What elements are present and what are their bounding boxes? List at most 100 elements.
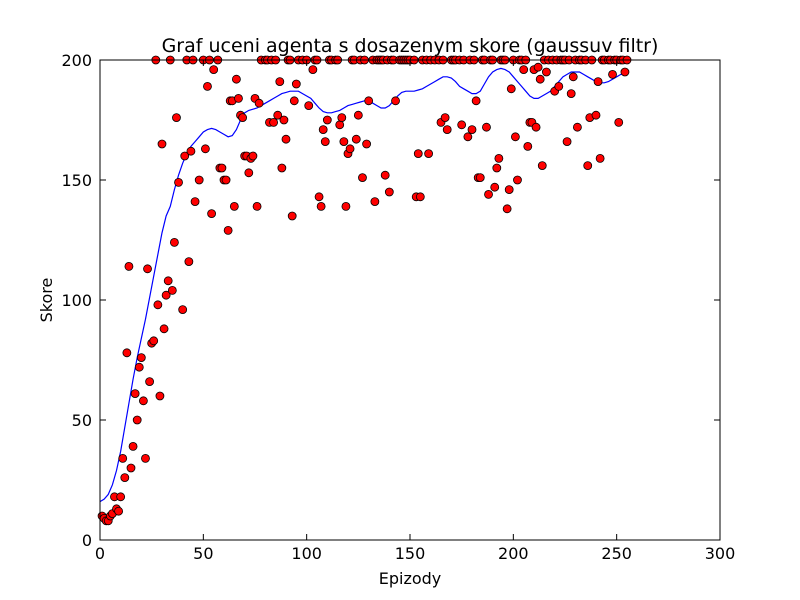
data-point bbox=[391, 96, 400, 106]
data-point bbox=[380, 170, 390, 180]
x-tick-label: 100 bbox=[291, 544, 322, 563]
y-axis-label: Skore bbox=[37, 278, 56, 323]
data-point bbox=[149, 336, 159, 346]
data-point bbox=[167, 285, 177, 295]
data-point bbox=[169, 237, 179, 247]
chart-title: Graf uceni agenta s dosazenym skore (gau… bbox=[162, 35, 659, 57]
data-point bbox=[238, 113, 248, 122]
data-point bbox=[157, 139, 167, 149]
data-point bbox=[362, 139, 372, 149]
data-point bbox=[568, 72, 578, 82]
data-point bbox=[535, 74, 545, 84]
x-tick-label: 0 bbox=[95, 544, 105, 563]
data-point bbox=[244, 168, 254, 178]
axes-frame bbox=[99, 59, 721, 541]
data-point bbox=[279, 115, 289, 125]
data-point bbox=[304, 101, 314, 110]
data-point bbox=[475, 173, 485, 183]
data-point bbox=[542, 67, 551, 77]
data-point bbox=[531, 122, 541, 132]
data-point bbox=[351, 134, 361, 144]
data-point bbox=[277, 163, 287, 173]
y-tick-label: 0 bbox=[82, 531, 92, 550]
data-point bbox=[358, 173, 367, 183]
data-point bbox=[341, 201, 351, 211]
y-tick-label: 150 bbox=[61, 171, 92, 190]
data-point bbox=[513, 175, 522, 185]
plot-content bbox=[97, 55, 632, 526]
data-point bbox=[269, 118, 279, 127]
y-tick-label: 50 bbox=[72, 411, 92, 430]
data-point bbox=[190, 197, 200, 207]
data-point bbox=[490, 182, 500, 192]
data-point bbox=[128, 441, 138, 451]
data-point bbox=[134, 362, 144, 372]
data-point bbox=[172, 113, 181, 122]
data-point bbox=[353, 110, 363, 120]
data-point bbox=[494, 153, 504, 163]
data-point bbox=[318, 125, 328, 135]
data-point bbox=[207, 209, 217, 219]
x-tick-label: 200 bbox=[498, 544, 529, 563]
data-point bbox=[502, 204, 512, 214]
data-point bbox=[519, 65, 529, 74]
data-point bbox=[482, 122, 491, 132]
data-point bbox=[248, 151, 258, 161]
data-point bbox=[467, 125, 477, 135]
data-point bbox=[595, 153, 605, 163]
data-point bbox=[335, 120, 345, 130]
x-tick-label: 150 bbox=[395, 544, 426, 563]
data-point bbox=[424, 149, 434, 159]
data-point bbox=[413, 149, 423, 159]
data-point bbox=[620, 67, 630, 77]
data-point bbox=[118, 453, 128, 463]
data-point bbox=[289, 96, 299, 106]
data-point bbox=[308, 65, 318, 74]
data-point bbox=[138, 396, 148, 406]
data-point bbox=[471, 96, 481, 106]
data-point bbox=[345, 144, 355, 154]
data-point bbox=[141, 453, 150, 463]
data-point bbox=[194, 175, 204, 185]
data-point bbox=[184, 257, 194, 267]
data-point bbox=[200, 144, 210, 154]
data-point bbox=[252, 201, 262, 211]
data-point bbox=[124, 261, 134, 271]
data-point bbox=[364, 96, 374, 106]
data-point bbox=[322, 115, 332, 125]
x-tick-label: 300 bbox=[705, 544, 736, 563]
data-point bbox=[591, 110, 601, 120]
data-point bbox=[114, 506, 123, 516]
data-point bbox=[229, 201, 239, 211]
x-axis-label: Epizody bbox=[379, 569, 442, 588]
data-point bbox=[221, 175, 231, 185]
data-point bbox=[484, 189, 493, 199]
data-point bbox=[273, 110, 283, 120]
data-point bbox=[554, 82, 564, 91]
data-point bbox=[533, 62, 543, 72]
data-point bbox=[504, 185, 514, 195]
data-point bbox=[186, 146, 196, 156]
data-point bbox=[136, 353, 146, 363]
data-point bbox=[174, 177, 183, 187]
ticks: 0 50 100 150 200 250 300 0 50 100 150 200 bbox=[61, 51, 735, 563]
data-point bbox=[159, 324, 169, 334]
data-point bbox=[614, 118, 624, 127]
data-point bbox=[583, 161, 593, 171]
data-point bbox=[573, 122, 582, 132]
data-point bbox=[209, 65, 219, 74]
data-point bbox=[234, 94, 243, 103]
data-point bbox=[145, 377, 155, 387]
data-point bbox=[316, 201, 326, 211]
data-point bbox=[320, 137, 330, 147]
data-point bbox=[442, 125, 452, 135]
data-point bbox=[126, 463, 136, 473]
smoothed-line-0 bbox=[99, 67, 630, 503]
x-tick-label: 50 bbox=[193, 544, 213, 563]
data-point bbox=[231, 74, 241, 84]
data-point bbox=[440, 113, 450, 122]
data-point bbox=[143, 264, 152, 274]
data-point bbox=[608, 70, 617, 79]
